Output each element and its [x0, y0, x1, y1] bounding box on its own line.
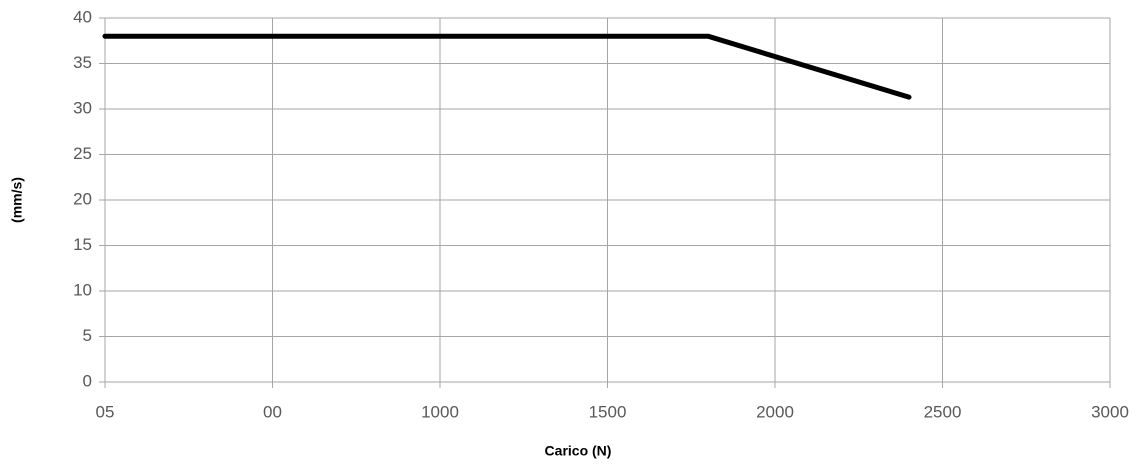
- y-tick-label: 10: [73, 280, 92, 299]
- x-tick-label: 2000: [756, 402, 794, 421]
- y-tick-label: 25: [73, 144, 92, 163]
- x-tick-label: 3000: [1091, 402, 1129, 421]
- x-tick-label: 00: [263, 402, 282, 421]
- y-tick-label: 30: [73, 98, 92, 117]
- x-tick-label: 1000: [421, 402, 459, 421]
- y-tick-label: 35: [73, 53, 92, 72]
- y-axis-label: (mm/s): [9, 177, 25, 223]
- y-tick-label: 5: [83, 326, 92, 345]
- x-axis-label: Carico (N): [545, 443, 612, 459]
- x-tick-label: 2500: [924, 402, 962, 421]
- y-tick-label: 20: [73, 189, 92, 208]
- line-series: [102, 33, 912, 100]
- y-tick-label: 15: [73, 235, 92, 254]
- y-tick-label: 40: [73, 7, 92, 26]
- y-tick-label: 0: [83, 371, 92, 390]
- x-tick-label: 1500: [589, 402, 627, 421]
- x-tick-label: 05: [96, 402, 115, 421]
